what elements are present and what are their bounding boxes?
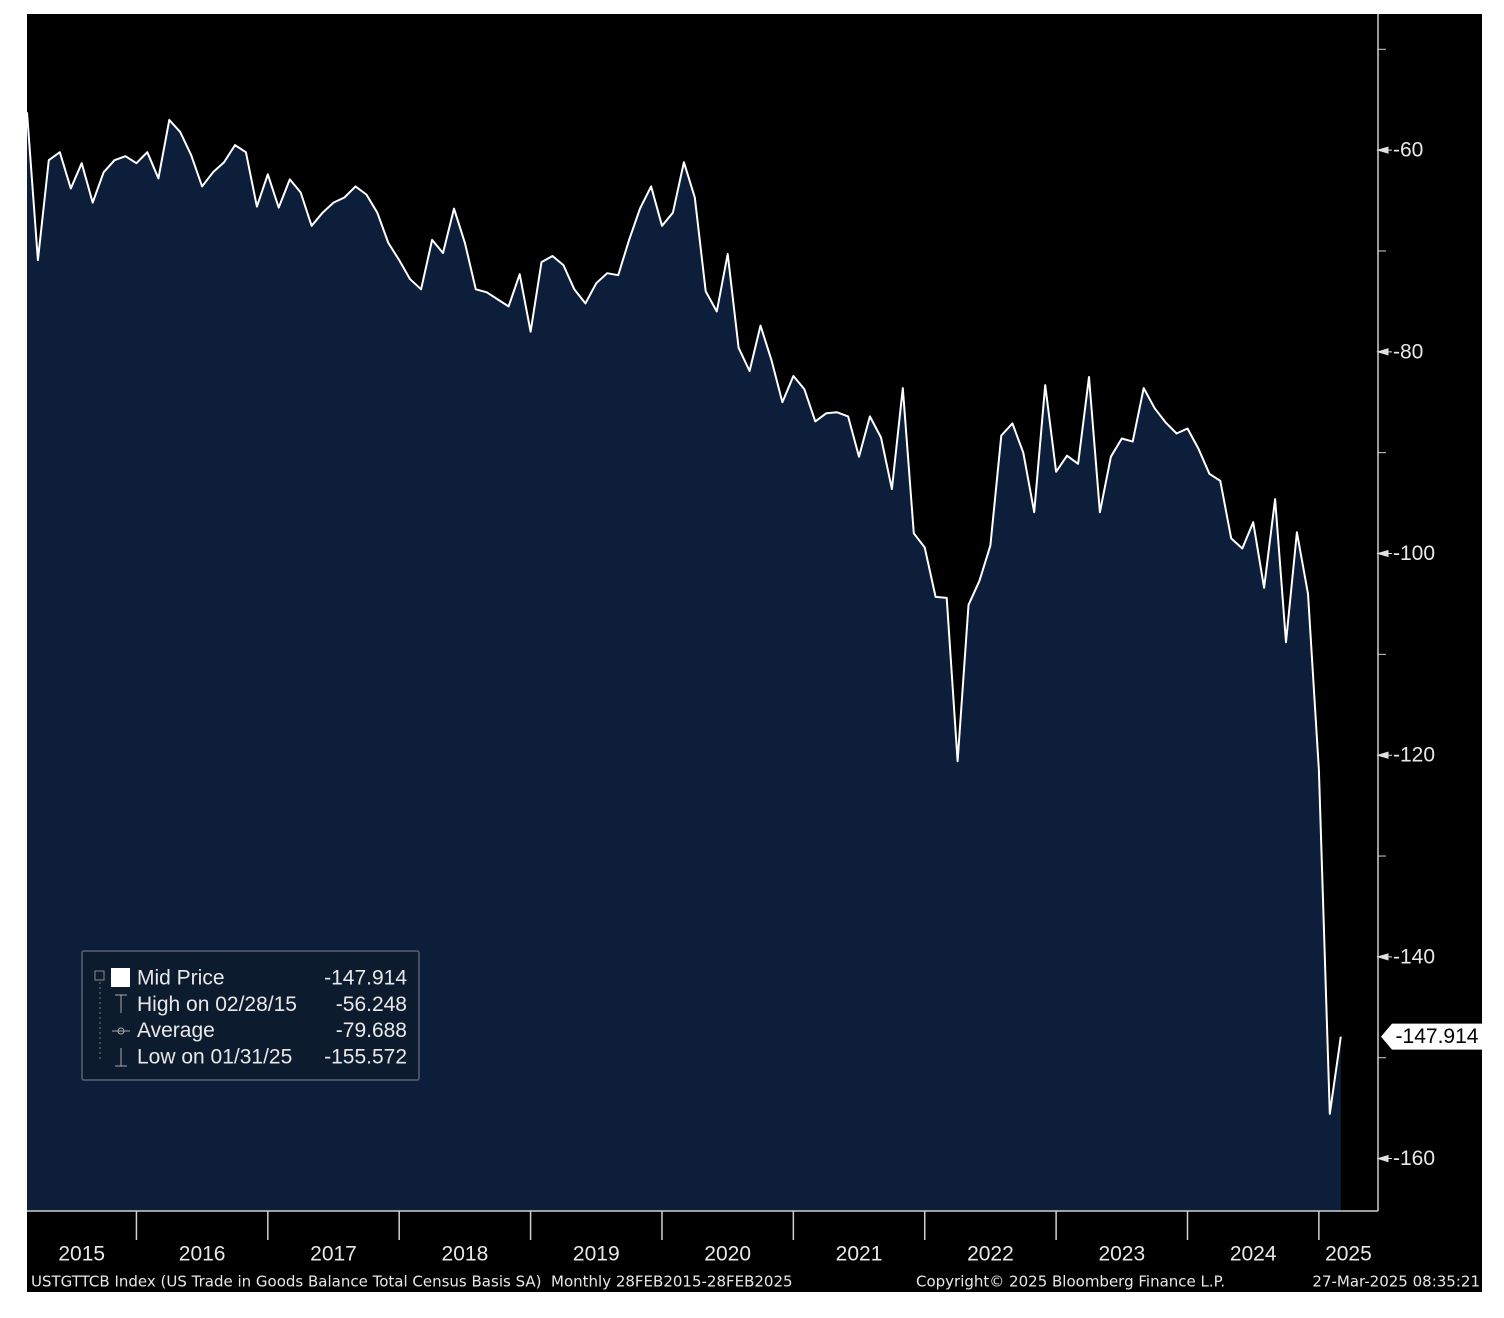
legend-collapse [94,970,105,981]
x-tick-label: 2017 [310,1243,357,1266]
x-tick-label: 2019 [573,1243,620,1266]
x-tick-label: 2020 [704,1243,751,1266]
x-tick-label: 2016 [179,1243,226,1266]
legend-value: -155.572 [324,1045,407,1068]
y-tick [1376,348,1392,356]
last-value-label: -147.914 [1396,1025,1479,1048]
legend-label: Low on 01/31/25 [137,1045,292,1068]
y-tick-label: -160 [1393,1147,1435,1170]
y-tick-label: -120 [1393,744,1435,767]
x-tick-label: 2015 [58,1243,105,1266]
area [27,112,1341,1211]
y-tick [1376,1154,1392,1163]
legend-label: Average [137,1019,215,1042]
legend-value: -79.688 [336,1019,407,1042]
legend-box [81,950,420,1081]
legend-label: Mid Price [137,967,225,990]
legend [81,950,420,1081]
y-tick [1376,549,1392,558]
footer-source: USTGTTCB Index (US Trade in Goods Balanc… [31,1273,793,1291]
legend-low-icon [115,1048,127,1067]
y-tick-label: -80 [1393,340,1423,363]
y-tick [1376,146,1392,154]
legend-value: -147.914 [324,967,407,990]
legend-high-icon [115,994,127,1013]
line [26,112,1342,1115]
y-tick [1376,751,1392,759]
x-tick-label: 2023 [1098,1243,1145,1266]
x-tick-label: 2025 [1325,1243,1372,1266]
x-tick-label: 2024 [1230,1243,1277,1266]
legend-average-icon [112,1027,130,1035]
y-tick [1376,953,1392,961]
legend-swatch [111,968,130,987]
legend-label: High on 02/28/15 [137,993,297,1016]
y-tick-label: -60 [1393,139,1423,162]
footer-timestamp: 27-Mar-2025 08:35:21 [1312,1273,1480,1291]
x-tick-label: 2018 [442,1243,489,1266]
footer-copyright: Copyright© 2025 Bloomberg Finance L.P. [916,1273,1225,1291]
x-tick-label: 2021 [836,1243,883,1266]
x-tick-label: 2022 [967,1243,1014,1266]
y-tick-label: -100 [1393,542,1435,565]
y-tick-label: -140 [1393,945,1435,968]
legend-value: -56.248 [336,993,407,1016]
last-value-tag [1381,1023,1482,1050]
